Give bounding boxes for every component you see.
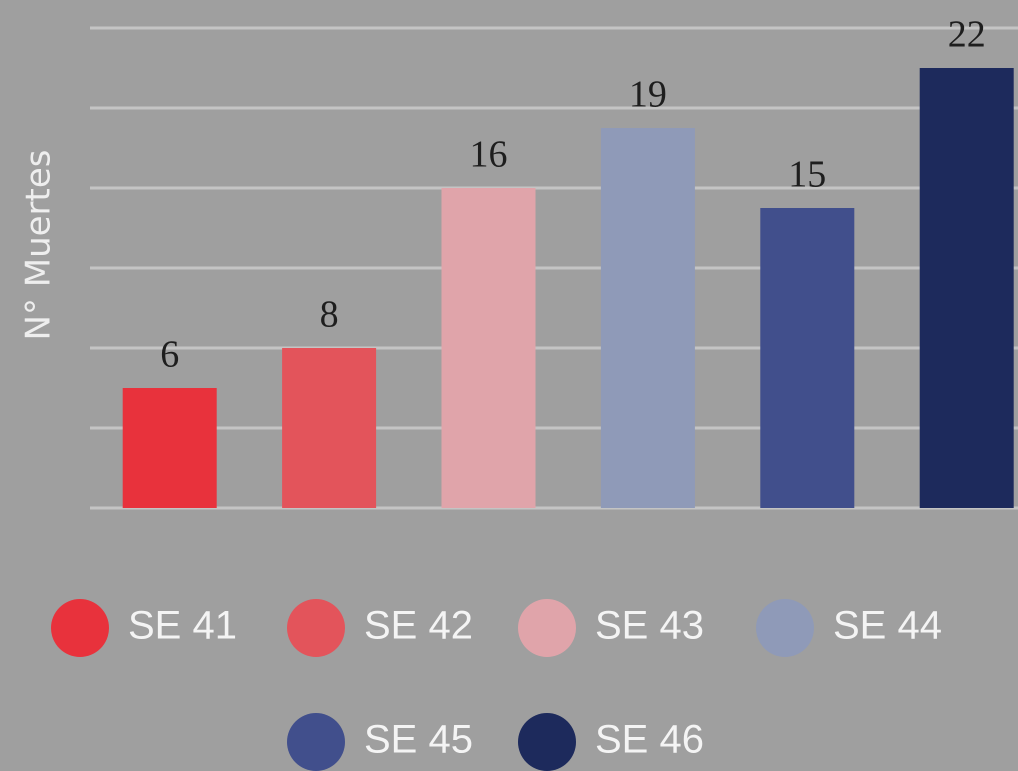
data-label: 22 [948, 14, 986, 56]
legend-marker [287, 713, 345, 771]
bar [123, 388, 217, 508]
legend-label: SE 43 [595, 604, 704, 648]
y-axis-label: N° Muertes [19, 150, 59, 341]
legend-marker [518, 713, 576, 771]
legend-label: SE 46 [595, 718, 704, 762]
data-label: 6 [160, 334, 179, 376]
bar [442, 188, 536, 508]
bar [601, 128, 695, 508]
legend-marker [51, 599, 109, 657]
legend-marker [287, 599, 345, 657]
bar [760, 208, 854, 508]
legend-label: SE 45 [364, 718, 473, 762]
bar [920, 68, 1014, 508]
data-label: 15 [788, 154, 826, 196]
bar [282, 348, 376, 508]
legend-marker [756, 599, 814, 657]
chart: N° Muertes 6 8 16 19 15 22 SE 41 SE 42 SE 43 SE 4… [0, 0, 1018, 771]
data-label: 8 [320, 294, 339, 336]
legend-label: SE 41 [128, 604, 237, 648]
legend-marker [518, 599, 576, 657]
data-label: 19 [629, 74, 667, 116]
legend-label: SE 44 [833, 604, 942, 648]
legend-label: SE 42 [364, 604, 473, 648]
data-label: 16 [470, 134, 508, 176]
